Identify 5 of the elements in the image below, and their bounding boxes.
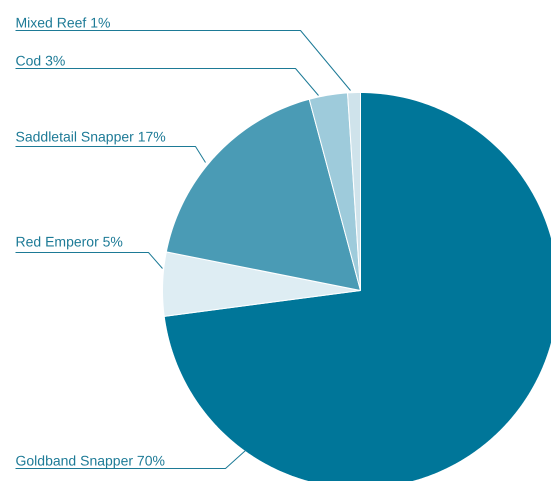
slice-label: Saddletail Snapper 17% bbox=[16, 128, 166, 144]
slice-label: Cod 3% bbox=[16, 52, 66, 68]
slice-label: Red Emperor 5% bbox=[16, 234, 123, 250]
slice-label: Mixed Reef 1% bbox=[16, 14, 110, 30]
slice-label: Goldband Snapper 70% bbox=[16, 452, 165, 468]
